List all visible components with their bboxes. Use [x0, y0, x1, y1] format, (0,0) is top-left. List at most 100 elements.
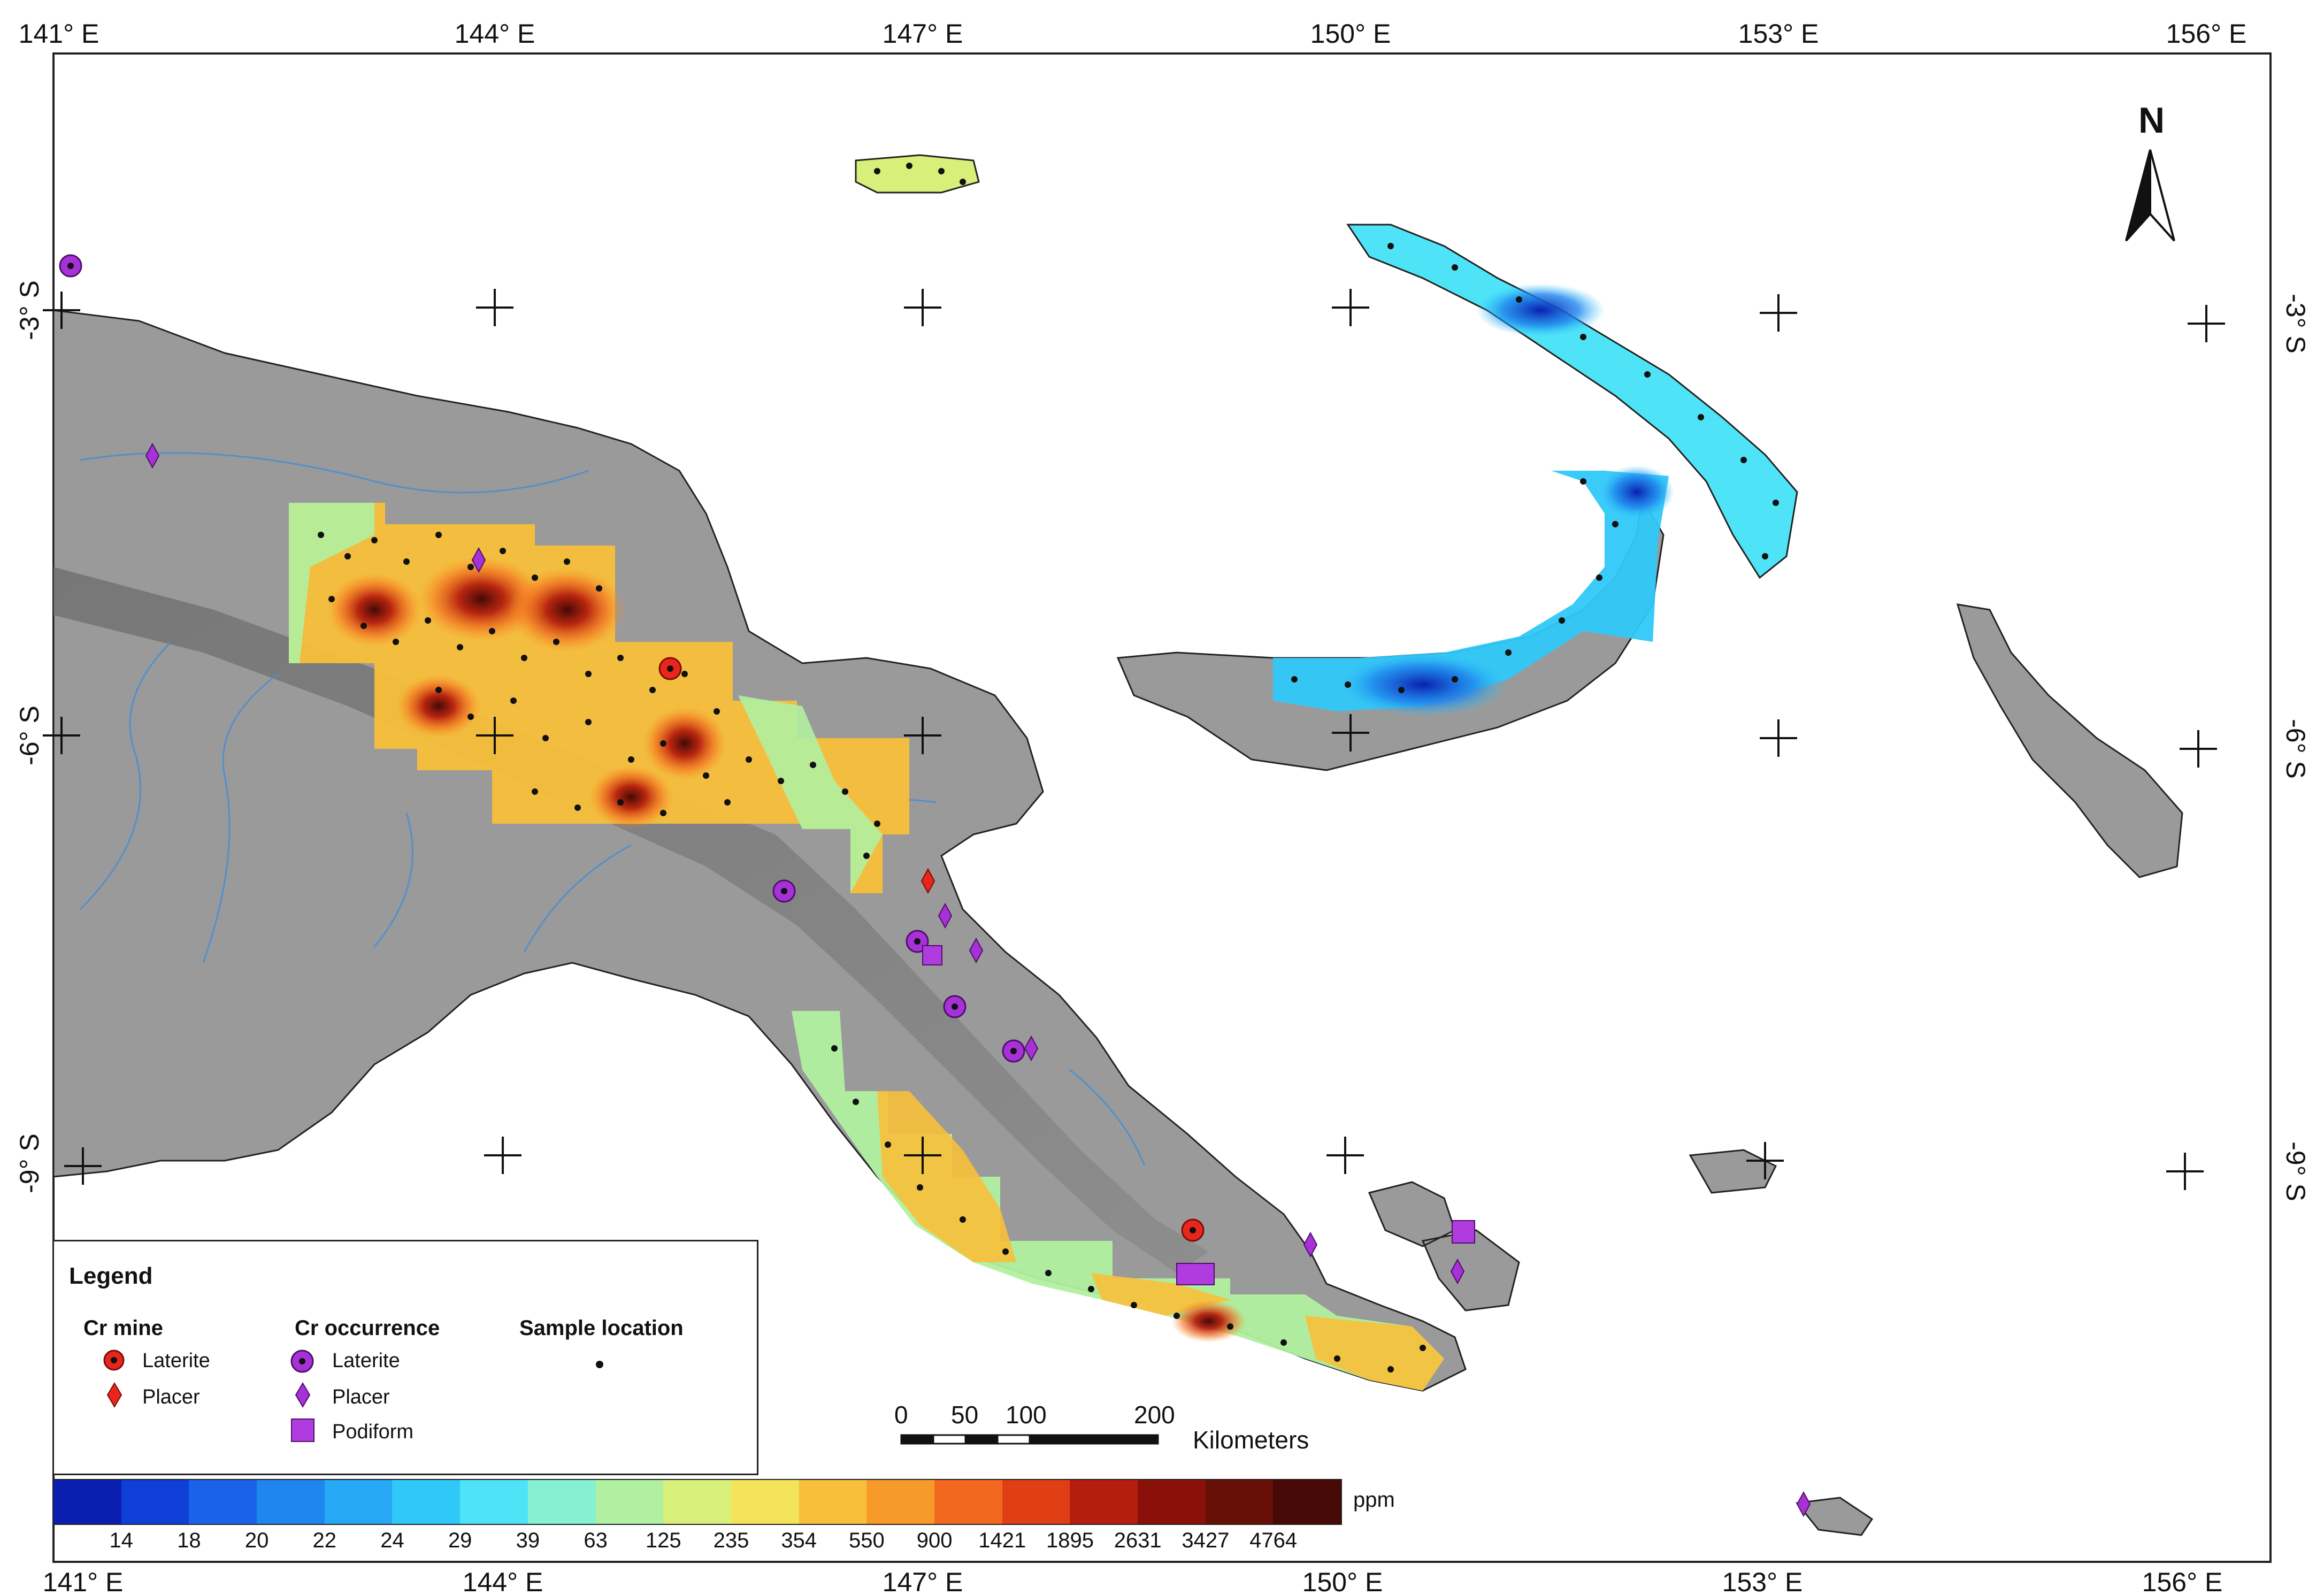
colorbar-cell	[324, 1480, 393, 1524]
scale-label: 0	[894, 1401, 908, 1429]
lon-tick-top: 144° E	[455, 19, 535, 49]
hotspot-4	[642, 706, 727, 781]
colorbar-cell	[392, 1480, 461, 1524]
cr-mine-placer-symbol-icon	[106, 1382, 122, 1408]
colorbar-label: 24	[380, 1529, 404, 1552]
colorbar-cell	[866, 1480, 934, 1524]
hotspot-milne	[1171, 1300, 1246, 1343]
colorbar-label: 3427	[1182, 1529, 1230, 1552]
colorbar-label: 354	[781, 1529, 817, 1552]
colorbar-cell	[121, 1480, 189, 1524]
concentration-colorbar	[52, 1479, 1343, 1525]
colorbar-cell	[595, 1480, 664, 1524]
lat-tick-left: -9° S	[14, 1133, 44, 1193]
hotspot-3	[508, 567, 626, 653]
lat-tick-right: -6° S	[2281, 719, 2311, 779]
colorbar-cell	[460, 1480, 528, 1524]
lon-tick-top: 150° E	[1310, 19, 1391, 49]
colorbar-label: 1421	[978, 1529, 1026, 1552]
lon-ticks-bottom: 141° E 144° E 147° E 150° E 153° E 156° …	[43, 1567, 2223, 1595]
cr-occurrence-laterite-symbol-icon	[290, 1349, 314, 1373]
new-ireland-blue-low	[1476, 283, 1605, 337]
lon-tick-top: 153° E	[1738, 19, 1819, 49]
hotspot-6	[396, 674, 481, 738]
lat-ticks-right: -3° S -6° S -9° S	[2281, 294, 2311, 1201]
owen-stanley-concentration	[792, 1011, 1444, 1391]
north-arrow	[2125, 149, 2175, 242]
scale-label: 200	[1134, 1401, 1175, 1429]
colorbar-cell	[934, 1480, 1002, 1524]
rossel-island	[1796, 1497, 1874, 1536]
sample-locations	[318, 163, 1779, 1372]
colorbar-cell	[1070, 1480, 1138, 1524]
lat-tick-left: -6° S	[14, 706, 44, 765]
north-label: N	[2138, 100, 2165, 141]
colorbar-label: 235	[713, 1529, 749, 1552]
colorbar-unit: ppm	[1353, 1488, 1395, 1512]
lon-tick-bottom: 141° E	[43, 1567, 124, 1595]
lon-tick-bottom: 153° E	[1722, 1567, 1803, 1595]
cr-mine-laterite-markers	[658, 657, 1205, 1242]
scale-bar	[900, 1434, 1159, 1445]
colorbar-label: 18	[177, 1529, 201, 1552]
highlands-green-edge	[289, 503, 883, 893]
colorbar-label: 4764	[1249, 1529, 1298, 1552]
lon-tick-top: 141° E	[19, 19, 99, 49]
colorbar-label: 1895	[1046, 1529, 1094, 1552]
cr-mine-heading: Cr mine	[83, 1316, 163, 1340]
sample-location-dot-icon	[596, 1361, 603, 1368]
lat-tick-right: -9° S	[2281, 1141, 2311, 1201]
new-britain-blue-low	[1337, 653, 1508, 717]
lon-tick-top: 156° E	[2166, 19, 2247, 49]
colorbar-label: 63	[584, 1529, 608, 1552]
colorbar-label: 125	[645, 1529, 681, 1552]
scale-label: 50	[951, 1401, 979, 1429]
cr-occurrence-placer-symbol-icon	[295, 1382, 311, 1408]
scale-label: 100	[1006, 1401, 1047, 1429]
cr-occurrence-podiform-markers	[922, 945, 1475, 1285]
lon-tick-bottom: 144° E	[463, 1567, 543, 1595]
hotspot-5	[588, 765, 674, 829]
colorbar-cell	[799, 1480, 867, 1524]
cr-occurrence-placer-label: Placer	[332, 1386, 390, 1408]
central-ridge	[53, 567, 1209, 1273]
graticule	[43, 289, 2225, 1190]
colorbar-cell	[527, 1480, 596, 1524]
colorbar-label: 550	[849, 1529, 885, 1552]
cr-occurrence-podiform-label: Podiform	[332, 1421, 414, 1443]
colorbar-cell	[257, 1480, 325, 1524]
colorbar-label: 20	[244, 1529, 269, 1552]
hotspot-1	[326, 572, 423, 647]
colorbar-label: 29	[448, 1529, 472, 1552]
cr-mine-placer-label: Placer	[142, 1386, 200, 1408]
lat-tick-right: -3° S	[2281, 294, 2311, 354]
colorbar-label: 22	[312, 1529, 337, 1552]
colorbar-cell	[189, 1480, 257, 1524]
cr-mine-laterite-symbol-icon	[103, 1349, 125, 1371]
lat-tick-left: -3° S	[14, 280, 44, 340]
cr-mine-laterite-label: Laterite	[142, 1349, 210, 1372]
colorbar-cell	[731, 1480, 799, 1524]
cr-mine-placer-markers	[921, 868, 935, 894]
legend-title: Legend	[69, 1263, 153, 1289]
colorbar-label: 900	[916, 1529, 953, 1552]
colorbar-cell	[1205, 1480, 1274, 1524]
colorbar-label: 39	[516, 1529, 540, 1552]
bougainville-island	[1956, 603, 2183, 878]
colorbar-label: 2631	[1114, 1529, 1162, 1552]
colorbar-cell	[663, 1480, 731, 1524]
lon-ticks-top: 141° E 144° E 147° E 150° E 153° E 156° …	[19, 19, 2247, 49]
lon-tick-bottom: 150° E	[1302, 1567, 1383, 1595]
scale-unit-label: Kilometers	[1193, 1426, 1309, 1454]
colorbar-cell	[53, 1480, 121, 1524]
owen-stanley-warm	[877, 1091, 1444, 1391]
colorbar-label: 14	[109, 1529, 133, 1552]
cr-occurrence-podiform-symbol-icon	[291, 1418, 315, 1442]
cr-occurrence-laterite-label: Laterite	[332, 1349, 400, 1372]
cr-occurrence-heading: Cr occurrence	[295, 1316, 440, 1340]
colorbar-cell	[1138, 1480, 1206, 1524]
lon-tick-bottom: 147° E	[883, 1567, 963, 1595]
cr-occurrence-laterite-markers	[59, 254, 1025, 1063]
cr-occurrence-placer-markers	[145, 442, 1811, 1517]
colorbar-cell	[1273, 1480, 1341, 1524]
